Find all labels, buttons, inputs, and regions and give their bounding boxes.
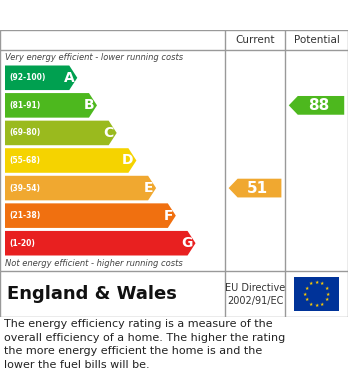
Text: (1-20): (1-20) <box>9 239 35 248</box>
Text: ★: ★ <box>320 301 324 307</box>
Text: ★: ★ <box>309 301 313 307</box>
Text: Very energy efficient - lower running costs: Very energy efficient - lower running co… <box>5 52 183 61</box>
Text: EU Directive: EU Directive <box>225 283 285 294</box>
Polygon shape <box>5 93 97 118</box>
Text: Not energy efficient - higher running costs: Not energy efficient - higher running co… <box>5 260 183 269</box>
Text: (69-80): (69-80) <box>9 128 40 137</box>
Text: 2002/91/EC: 2002/91/EC <box>227 296 283 306</box>
Text: ★: ★ <box>309 282 313 287</box>
Polygon shape <box>289 96 344 115</box>
Polygon shape <box>5 148 136 173</box>
Text: B: B <box>84 99 94 112</box>
Text: E: E <box>144 181 153 195</box>
Text: (55-68): (55-68) <box>9 156 40 165</box>
Polygon shape <box>5 66 77 90</box>
Text: Current: Current <box>235 35 275 45</box>
Text: The energy efficiency rating is a measure of the
overall efficiency of a home. T: The energy efficiency rating is a measur… <box>4 319 285 370</box>
Polygon shape <box>5 121 117 145</box>
Text: 51: 51 <box>246 181 268 196</box>
Text: ★: ★ <box>326 292 330 296</box>
Text: Potential: Potential <box>294 35 339 45</box>
Text: (92-100): (92-100) <box>9 73 45 82</box>
Text: ★: ★ <box>324 297 329 302</box>
Polygon shape <box>5 231 196 255</box>
Text: D: D <box>122 154 133 167</box>
Polygon shape <box>5 176 156 200</box>
Text: Energy Efficiency Rating: Energy Efficiency Rating <box>8 7 218 23</box>
Text: (21-38): (21-38) <box>9 211 40 220</box>
Text: 88: 88 <box>308 98 329 113</box>
Text: A: A <box>64 71 74 85</box>
Text: ★: ★ <box>304 297 309 302</box>
Text: (81-91): (81-91) <box>9 101 40 110</box>
Polygon shape <box>229 179 282 197</box>
Text: ★: ★ <box>314 303 319 308</box>
Text: (39-54): (39-54) <box>9 183 40 193</box>
Text: ★: ★ <box>304 286 309 291</box>
Text: C: C <box>103 126 114 140</box>
Polygon shape <box>5 203 176 228</box>
Text: ★: ★ <box>314 280 319 285</box>
Text: ★: ★ <box>324 286 329 291</box>
Text: ★: ★ <box>303 292 307 296</box>
Bar <box>294 278 339 310</box>
Text: ★: ★ <box>320 282 324 287</box>
Text: F: F <box>163 209 173 222</box>
Text: England & Wales: England & Wales <box>7 285 177 303</box>
Text: G: G <box>181 236 192 250</box>
